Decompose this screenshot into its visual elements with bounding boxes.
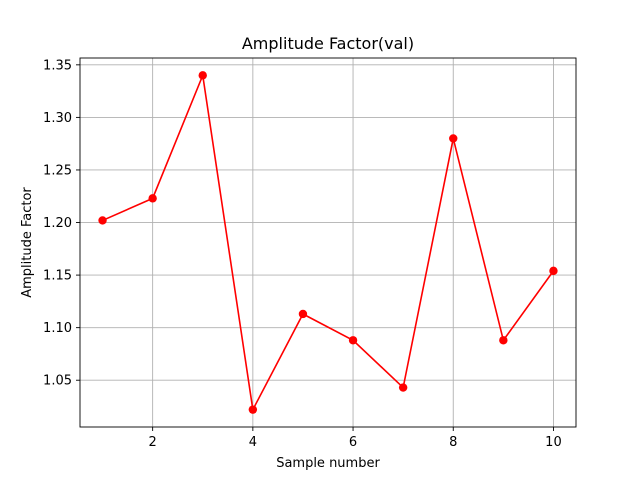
- y-axis-label: Amplitude Factor: [20, 187, 35, 298]
- data-point: [98, 216, 107, 225]
- data-point: [449, 134, 458, 143]
- axis-ticks: 2 4 6 8 10 1.05 1.10 1.15 1.20 1.25 1.30 1.35: [43, 58, 562, 450]
- grid: [80, 58, 576, 427]
- data-point: [499, 336, 508, 345]
- data-point: [198, 71, 207, 80]
- y-tick-label: 1.30: [43, 111, 72, 126]
- data-point: [298, 309, 308, 319]
- y-tick-label: 1.35: [43, 58, 72, 73]
- y-tick-label: 1.10: [43, 321, 72, 336]
- y-tick-label: 1.20: [43, 216, 72, 231]
- plot-frame: [79, 57, 577, 428]
- y-tick-label: 1.05: [43, 374, 72, 389]
- chart-title: Amplitude Factor(val): [242, 34, 414, 53]
- data-point: [148, 194, 157, 203]
- data-series: [98, 71, 558, 414]
- y-tick-label: 1.25: [43, 163, 72, 178]
- x-tick-label: 4: [249, 435, 257, 450]
- x-tick-label: 2: [149, 435, 157, 450]
- data-point: [248, 405, 258, 414]
- x-tick-label: 10: [545, 435, 562, 450]
- x-tick-label: 6: [349, 435, 357, 450]
- data-point: [549, 266, 558, 276]
- series-line: [102, 72, 555, 413]
- data-point: [348, 336, 358, 345]
- x-axis-label: Sample number: [276, 456, 380, 471]
- data-point: [398, 383, 408, 392]
- x-tick-label: 8: [449, 435, 457, 450]
- y-tick-label: 1.15: [43, 269, 72, 284]
